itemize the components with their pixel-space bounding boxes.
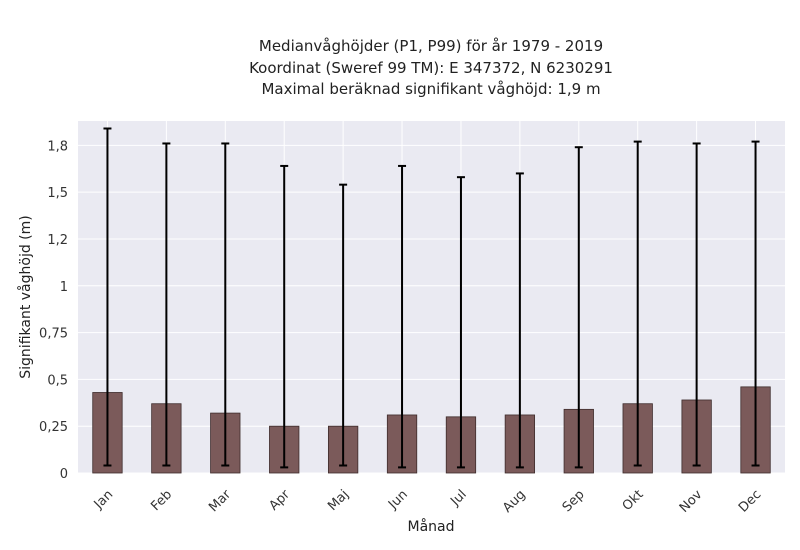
error-bar-maj — [339, 183, 348, 467]
y-tick-label: 0,25 — [39, 420, 68, 435]
y-tick-label: 0 — [60, 467, 68, 482]
y-axis-label: Signifikant våghöjd (m) — [17, 215, 34, 378]
chart-title: Medianvåghöjder (P1, P99) för år 1979 - … — [249, 37, 613, 98]
x-tick-label: Nov — [677, 487, 706, 516]
x-tick-label: Apr — [267, 487, 294, 514]
x-tick-label: Aug — [500, 487, 529, 516]
error-bar-okt — [633, 140, 642, 467]
x-tick-label: Jan — [91, 487, 116, 512]
x-tick-label: Jul — [447, 487, 469, 509]
x-tick-label: Dec — [736, 487, 764, 515]
x-axis-label: Månad — [408, 518, 455, 535]
x-tick-label: Mar — [206, 487, 234, 515]
y-tick-label: 1,8 — [47, 139, 68, 154]
chart-title-line-1: Medianvåghöjder (P1, P99) för år 1979 - … — [259, 37, 603, 55]
y-tick-label: 1,2 — [47, 233, 68, 248]
chart-title-line-3: Maximal beräknad signifikant våghöjd: 1,… — [261, 80, 600, 98]
chart-title-line-2: Koordinat (Sweref 99 TM): E 347372, N 62… — [249, 59, 613, 77]
error-bar-feb — [162, 142, 171, 467]
plot-area — [78, 121, 785, 473]
y-tick-label: 0,5 — [47, 373, 68, 388]
error-bar-nov — [692, 142, 701, 467]
error-bar-mar — [221, 142, 230, 467]
y-axis-ticks: 0 0,25 0,5 0,75 1 1,2 1,5 1,8 — [39, 139, 68, 482]
x-tick-label: Maj — [325, 487, 352, 514]
error-bar-aug — [515, 172, 524, 469]
x-tick-label: Jun — [385, 487, 411, 513]
x-tick-label: Okt — [620, 487, 647, 514]
y-tick-label: 0,75 — [39, 327, 68, 342]
error-bar-jan — [103, 127, 112, 467]
error-bar-apr — [280, 164, 289, 469]
error-bar-dec — [751, 140, 760, 467]
x-axis-ticks: Jan Feb Mar Apr Maj Jun Jul Aug Sep Okt Nov Dec — [91, 487, 765, 516]
error-bar-jun — [398, 164, 407, 469]
error-bars — [103, 127, 760, 469]
error-bar-sep — [574, 146, 583, 469]
y-tick-label: 1,5 — [47, 186, 68, 201]
x-tick-label: Feb — [148, 487, 175, 514]
x-tick-label: Sep — [560, 487, 588, 515]
error-bar-jul — [456, 176, 465, 469]
y-tick-label: 1 — [60, 280, 68, 295]
